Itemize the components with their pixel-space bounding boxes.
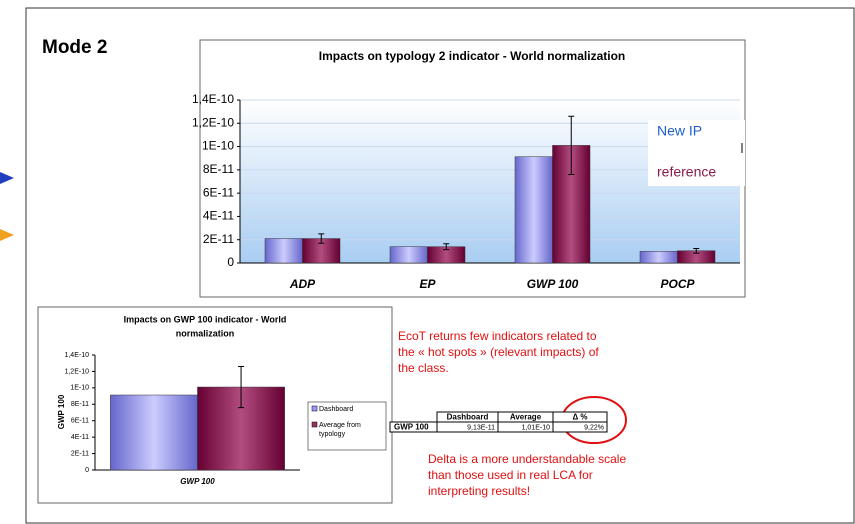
table-cell: 1,01E-10: [522, 424, 551, 431]
slide-title: Mode 2: [42, 37, 107, 58]
note: the « hot spots » (relevant impacts) of: [398, 345, 599, 359]
error-bar: [443, 243, 450, 251]
note: Delta is a more understandable scale: [428, 452, 626, 466]
legend-swatch: [311, 421, 318, 428]
legend-label: New IP: [657, 123, 702, 139]
legend: [648, 120, 745, 186]
y-tick-label: 0: [85, 467, 89, 474]
chart-title: normalization: [176, 328, 235, 338]
x-tick-label: ADP: [289, 277, 316, 291]
x-tick-label: POCP: [660, 277, 695, 291]
chart-title: Impacts on GWP 100 indicator - World: [124, 314, 287, 324]
y-tick-label: 0: [227, 255, 234, 269]
column-header: Average: [510, 413, 542, 422]
column-header: Dashboard: [447, 413, 489, 422]
table-cell: 9,22%: [584, 424, 604, 431]
y-tick-label: 6E-11: [203, 185, 234, 199]
y-tick-label: 2E-11: [71, 450, 89, 457]
arrow: [0, 229, 14, 241]
error-bar: [568, 115, 575, 176]
table-cell: 9,13E-11: [467, 424, 495, 431]
legend-swatch: [311, 405, 318, 412]
legend-label: Average from: [319, 422, 361, 429]
legend-label: reference: [657, 164, 716, 180]
note: interpreting results!: [428, 484, 530, 498]
x-tick-label: EP: [419, 277, 436, 291]
y-tick-label: 4E-11: [203, 209, 234, 223]
arrow: [0, 172, 14, 184]
y-axis-label: GWP 100: [57, 394, 66, 429]
note: than those used in real LCA for: [428, 468, 593, 482]
bar: [264, 238, 303, 264]
chart-title: Impacts on typology 2 indicator - World …: [319, 49, 625, 63]
bar: [389, 246, 428, 264]
y-tick-label: 1E-10: [202, 139, 234, 153]
y-tick-label: 1,4E-10: [192, 92, 234, 106]
bar: [639, 251, 678, 264]
y-tick-label: 1E-10: [70, 385, 89, 392]
error-bar: [238, 366, 245, 409]
bar: [514, 156, 553, 264]
y-tick-label: 1,2E-10: [64, 368, 89, 375]
error-bar: [318, 233, 325, 244]
y-tick-label: 6E-11: [71, 418, 89, 425]
y-tick-label: 4E-11: [71, 434, 89, 441]
y-tick-label: 2E-11: [203, 232, 234, 246]
legend: [307, 401, 387, 451]
y-tick-label: 8E-11: [71, 401, 89, 408]
column-header: Δ %: [572, 413, 587, 422]
x-tick-label: GWP 100: [527, 277, 579, 291]
legend-label: Dashboard: [319, 406, 353, 413]
x-tick-label: GWP 100: [180, 477, 215, 486]
bar: [110, 394, 198, 471]
row-label: GWP 100: [394, 423, 429, 432]
error-bar: [693, 247, 700, 254]
note: EcoT returns few indicators related to: [398, 329, 597, 343]
y-tick-label: 8E-11: [203, 162, 234, 176]
note: the class.: [398, 361, 449, 375]
legend-label: typology: [319, 431, 346, 438]
y-tick-label: 1,2E-10: [192, 115, 234, 129]
y-tick-label: 1,4E-10: [64, 352, 89, 359]
